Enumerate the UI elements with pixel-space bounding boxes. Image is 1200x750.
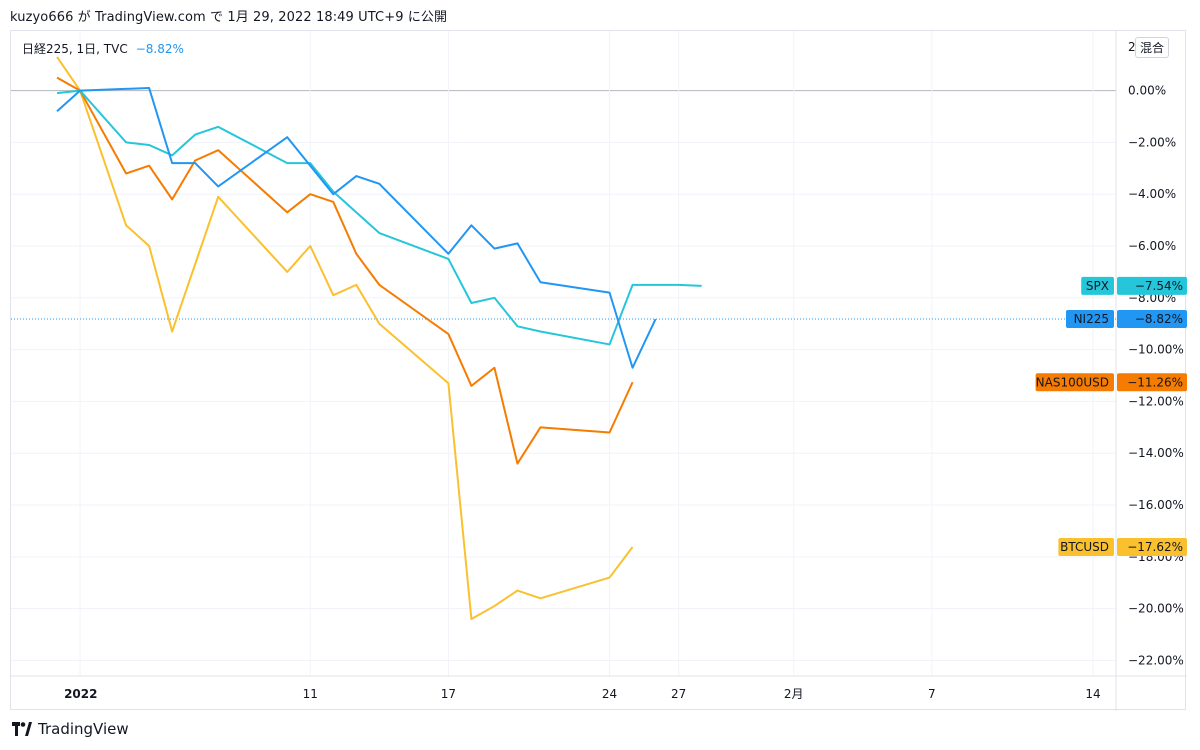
series-line-btcusd: [56, 56, 634, 621]
series-value-tag: [1117, 276, 1187, 295]
series-name-label: NAS100USD: [1036, 375, 1109, 389]
series-value-label: −7.54%: [1135, 279, 1183, 293]
brand-name: TradingView: [38, 720, 129, 738]
series-name-label: BTCUSD: [1060, 540, 1109, 554]
y-tick-label: −4.00%: [1128, 187, 1176, 201]
x-tick-label: 11: [303, 687, 318, 701]
series-name-label: SPX: [1086, 279, 1109, 293]
y-tick-label: −22.00%: [1128, 653, 1184, 667]
y-tick-label: −2.00%: [1128, 135, 1176, 149]
x-tick-label: 2月: [784, 687, 804, 701]
tradingview-logo-icon: [12, 722, 32, 736]
y-tick-label: 0.00%: [1128, 84, 1166, 98]
x-tick-label: 17: [441, 687, 456, 701]
series-value-tag: [1117, 373, 1187, 392]
series-value-label: −11.26%: [1127, 375, 1183, 389]
y-tick-label: −12.00%: [1128, 394, 1184, 408]
y-tick-label: −16.00%: [1128, 498, 1184, 512]
legend-symbol[interactable]: 日経225, 1日, TVC: [22, 42, 128, 56]
series-line-ni225: [56, 86, 657, 369]
y-tick-label: −14.00%: [1128, 446, 1184, 460]
x-tick-label: 27: [671, 687, 686, 701]
series-value-tag: [1117, 310, 1187, 329]
series-name-tag: [1081, 276, 1114, 295]
series-name-tag: [1066, 310, 1114, 329]
legend-change: −8.82%: [135, 41, 184, 56]
x-tick-label: 2022: [64, 687, 97, 701]
series-value-label: −8.82%: [1135, 312, 1183, 326]
chart-canvas[interactable]: 0.00%−2.00%−4.00%−6.00%−8.00%−10.00%−12.…: [11, 31, 1187, 711]
series-name-label: NI225: [1074, 312, 1109, 326]
series-name-tag: [1035, 373, 1114, 392]
publish-caption: kuzyo666 が TradingView.com で 1月 29, 2022…: [10, 10, 448, 25]
y-tick-label: −10.00%: [1128, 343, 1184, 357]
footer-brand[interactable]: TradingView: [12, 720, 129, 738]
x-tick-label: 24: [602, 687, 617, 701]
series-value-tag: [1117, 538, 1187, 556]
chart-frame: 0.00% −2.00% −4.00% −6.00% −8.00% −10.00% −12.…: [10, 30, 1187, 711]
series-value-label: −17.62%: [1127, 540, 1183, 554]
x-tick-label: 14: [1085, 687, 1100, 701]
series-line-nas100usd: [56, 76, 634, 465]
x-tick-label: 7: [928, 687, 936, 701]
series-name-tag: [1058, 538, 1114, 556]
series-line-spx: [56, 89, 702, 346]
y-tick-label-partial: 2: [1128, 40, 1136, 54]
scale-mode-button[interactable]: 混合: [1135, 37, 1170, 58]
y-tick-label: −20.00%: [1128, 602, 1184, 616]
chart-legend: 日経225, 1日, TVC −8.82%: [22, 40, 184, 57]
y-tick-label: −6.00%: [1128, 239, 1176, 253]
